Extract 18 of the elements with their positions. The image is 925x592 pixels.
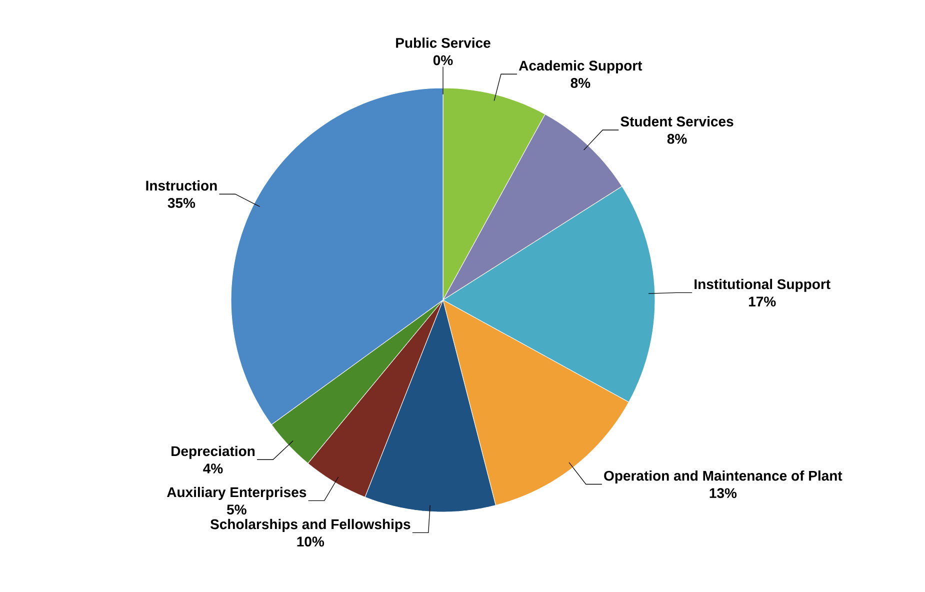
slice-label: Student Services xyxy=(620,116,734,126)
category-label: Public Service xyxy=(396,38,490,48)
data-label: 35% xyxy=(168,198,196,208)
slice-label: Depreciation xyxy=(172,446,255,459)
data-label: 8% xyxy=(667,134,687,144)
data-label: 8% xyxy=(570,78,590,88)
data-label: 4% xyxy=(203,464,223,474)
data-label: 5% xyxy=(226,504,246,515)
slice-label: Auxiliary Enterprises xyxy=(167,486,306,500)
data-label: 13% xyxy=(710,488,737,498)
text: 0% xyxy=(433,55,453,66)
slice-label: Scholarships and Fellowships xyxy=(210,518,410,532)
slice-label: Academic Support xyxy=(518,60,642,74)
data-label: 17% xyxy=(748,296,776,306)
slice-label: Operation and Maintenance of Plant xyxy=(604,470,842,484)
data-label: 10% xyxy=(297,536,324,547)
slice-label: Instruction xyxy=(146,180,217,191)
slice-label: Institutional Support xyxy=(694,278,830,292)
